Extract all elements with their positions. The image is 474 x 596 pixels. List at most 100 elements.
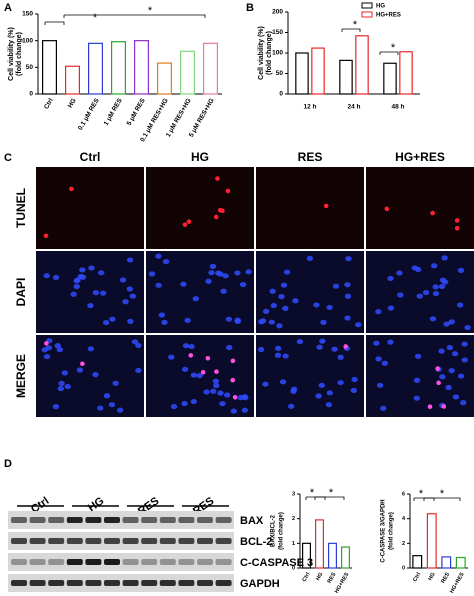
nucleus (274, 345, 282, 352)
apoptotic-cell (213, 214, 219, 220)
bar (399, 51, 413, 95)
sig-bracket (44, 21, 65, 25)
apoptotic-cell (205, 355, 211, 361)
nucleus (58, 380, 65, 386)
bar (441, 556, 452, 569)
nucleus (76, 367, 84, 373)
nucleus (112, 380, 119, 386)
y-axis-label: Cell viability (%) (8, 27, 15, 81)
blot-strip (8, 511, 234, 529)
x-tick-label: 24 h (347, 104, 360, 111)
bar (383, 62, 397, 95)
blot-strip (8, 574, 234, 592)
micrograph (146, 167, 254, 249)
nucleus (116, 407, 124, 413)
blot-band (197, 559, 213, 565)
apoptotic-cell (44, 341, 49, 346)
nucleus (203, 389, 210, 395)
nucleus (234, 270, 241, 276)
y-axis-label: (fold change) (279, 512, 285, 550)
nucleus (413, 395, 421, 401)
nucleus (182, 343, 190, 349)
nucleus (350, 387, 358, 393)
y-axis-label: (fold change) (266, 31, 273, 75)
nucleus (225, 316, 233, 322)
nucleus (461, 341, 468, 347)
nucleus (320, 319, 327, 325)
blot-band (215, 580, 232, 586)
nucleus (337, 379, 344, 386)
nucleus (108, 402, 116, 408)
nucleus (270, 302, 278, 309)
nucleus (192, 296, 199, 302)
nucleus (431, 263, 438, 269)
blot-band (48, 517, 65, 523)
nucleus (351, 376, 358, 383)
x-tick-label: RES (327, 571, 338, 584)
nucleus (332, 283, 340, 289)
blot-band (48, 580, 65, 586)
bar (328, 542, 338, 569)
blot-strip (8, 553, 234, 571)
x-tick-label: HG+RES (449, 571, 466, 594)
nucleus (452, 394, 460, 400)
blot-band (85, 538, 102, 544)
blot-band (215, 517, 232, 523)
nucleus (445, 384, 452, 391)
blot-band (29, 559, 46, 565)
legend-label: HG+RES (376, 13, 401, 19)
micrograph (366, 167, 474, 249)
micrograph (256, 167, 364, 249)
apoptotic-cell (441, 404, 447, 409)
nucleus (210, 388, 217, 394)
apoptotic-cell (220, 208, 225, 214)
nucleus (217, 390, 224, 396)
blot-band (66, 517, 83, 523)
nucleus (464, 324, 471, 331)
x-tick-label: 48 h (391, 104, 404, 111)
x-tick-label: Ctrl (302, 571, 312, 583)
nucleus (56, 347, 64, 353)
blot-band (141, 517, 158, 523)
nucleus (416, 293, 423, 299)
blot-band (141, 580, 158, 586)
nucleus (170, 403, 178, 410)
apoptotic-cell (69, 186, 74, 192)
band-label: C-CASPASE 3 (240, 557, 313, 569)
nucleus (438, 348, 445, 354)
nucleus (190, 398, 198, 405)
blot-band (104, 517, 120, 523)
nucleus (443, 321, 450, 327)
nucleus (287, 403, 295, 409)
nucleus (77, 273, 84, 280)
nucleus (219, 401, 226, 407)
nucleus (155, 282, 162, 288)
blot-band (197, 538, 213, 544)
y-tick-label: 100 (22, 37, 33, 44)
nucleus (215, 270, 222, 276)
nucleus (64, 383, 71, 390)
nucleus (126, 286, 134, 292)
panel-label: D (4, 458, 12, 470)
x-tick-label: 1 μM RES (103, 97, 124, 127)
nucleus (282, 305, 289, 311)
nucleus (103, 393, 111, 399)
nucleus (375, 309, 382, 315)
apoptotic-cell (323, 203, 329, 209)
nucleus (119, 277, 127, 283)
blot-band (122, 538, 139, 544)
blot-band (66, 538, 83, 544)
micrograph (36, 251, 144, 333)
nucleus (422, 289, 430, 296)
nucleus (432, 290, 440, 297)
blot-band (141, 559, 158, 565)
nucleus (222, 273, 229, 279)
nucleus (387, 339, 394, 345)
nucleus (61, 370, 69, 376)
nucleus (158, 312, 166, 318)
y-tick-label: 200 (272, 9, 283, 16)
blot-band (66, 559, 83, 565)
nucleus (73, 278, 81, 284)
apoptotic-cell (214, 369, 219, 374)
